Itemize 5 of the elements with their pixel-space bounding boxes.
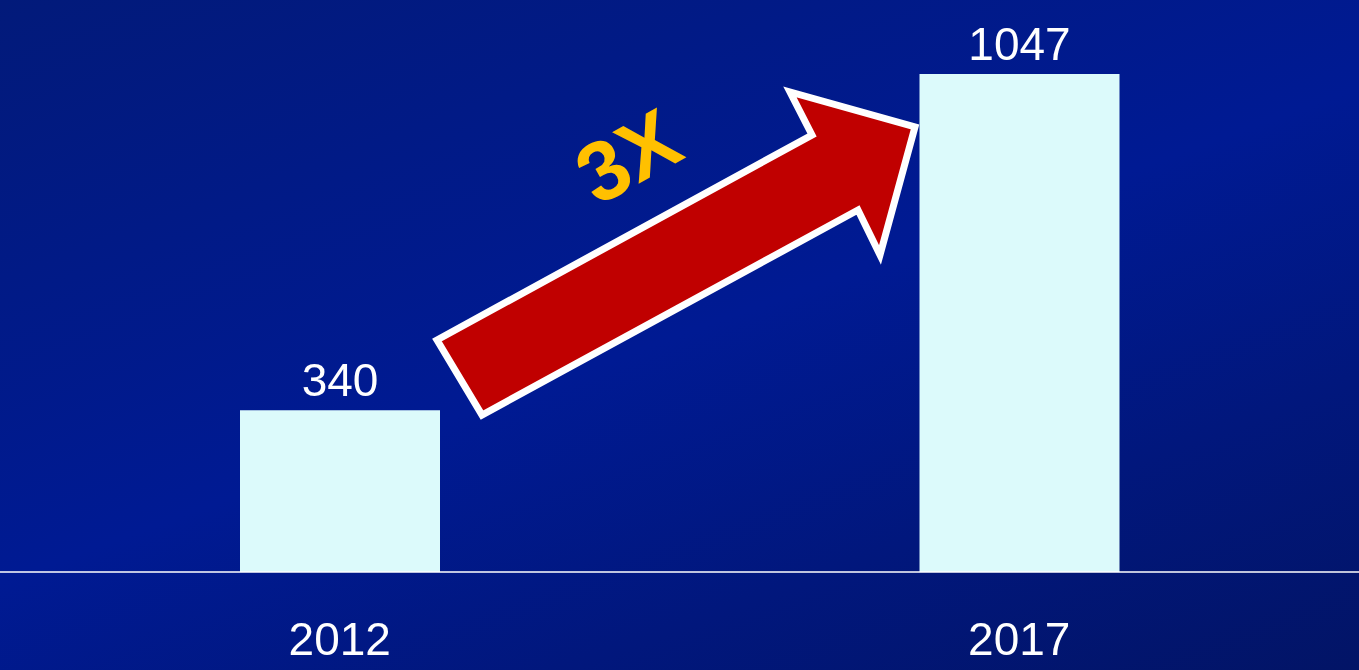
data-label: 340 (301, 354, 379, 407)
x-tick-label: 2017 (968, 612, 1071, 665)
annotation: 3X (560, 90, 696, 223)
data-label: 1047 (968, 18, 1071, 70)
x-tick-label: 2012 (288, 612, 391, 665)
